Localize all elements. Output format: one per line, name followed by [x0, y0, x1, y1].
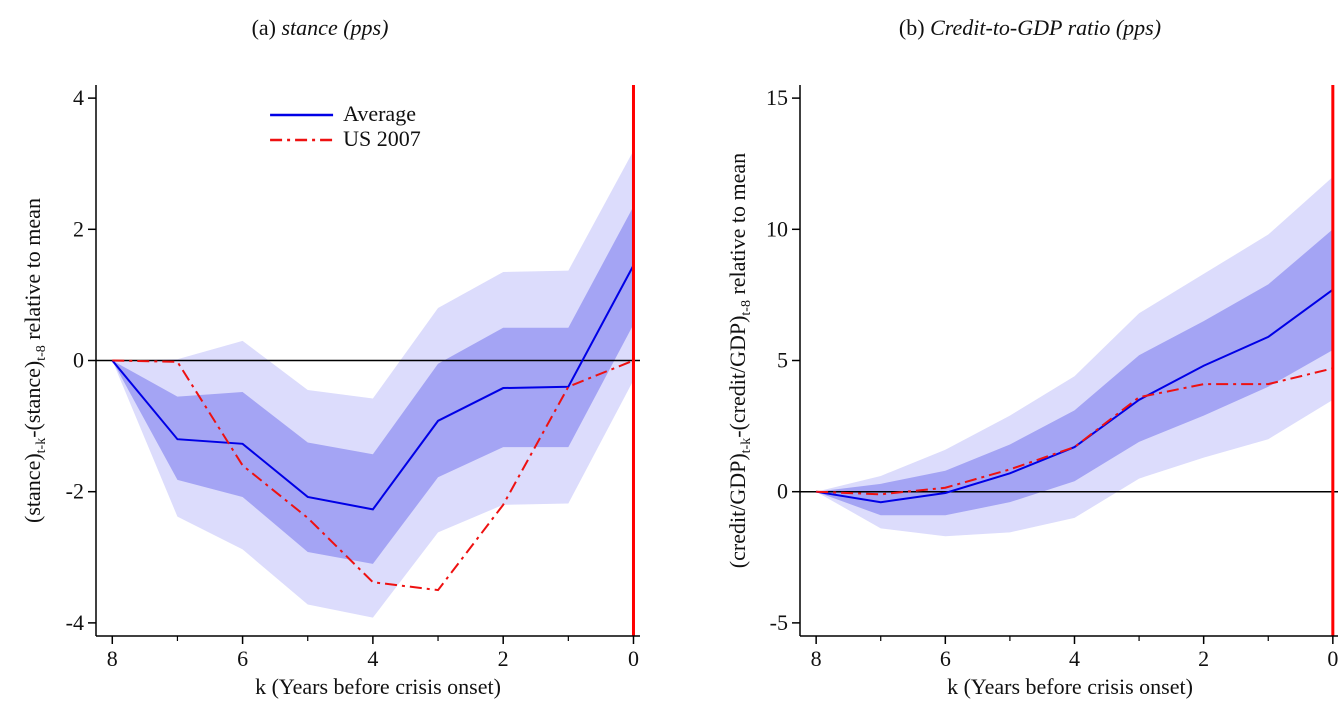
y-label-part: -(credit/GDP)	[725, 316, 750, 438]
title-text: stance (pps)	[282, 15, 389, 40]
y-label-part: relative to mean	[20, 198, 45, 345]
y-label-part: (credit/GDP)	[725, 453, 750, 568]
x-tick-label: 8	[107, 646, 118, 671]
y-axis-label: (stance)t-k-(stance)t-8 relative to mean	[20, 198, 49, 523]
panel: (b) Credit-to-GDP ratio (pps) -5 0 5 10 15 8 6 4…	[725, 15, 1338, 699]
y-label-subscript: t-k	[739, 438, 754, 454]
x-tick-label: 4	[1069, 646, 1080, 671]
y-tick-label: -4	[66, 610, 84, 635]
x-tick-label: 8	[811, 646, 822, 671]
panel: (a) stance (pps) -4 -2 0 2 4 8 6 4 2 0 k (Years bef…	[20, 15, 640, 699]
x-tick-label: 2	[498, 646, 509, 671]
legend-label: Average	[343, 101, 416, 126]
x-tick-label: 6	[237, 646, 248, 671]
panel-label: (b)	[899, 15, 925, 40]
x-axis-label: k (Years before crisis onset)	[947, 674, 1193, 699]
series-line	[112, 359, 634, 592]
y-tick-label: 10	[766, 216, 788, 241]
x-tick-label: 6	[940, 646, 951, 671]
y-label-part: -(stance)	[20, 361, 45, 438]
x-tick-label: 4	[367, 646, 378, 671]
confidence-band	[112, 150, 634, 618]
y-label-subscript: t-8	[739, 300, 754, 316]
series-line	[816, 367, 1334, 496]
confidence-band	[816, 176, 1333, 537]
series-line	[111, 264, 635, 511]
series-line	[815, 288, 1334, 504]
x-tick-label: 0	[1327, 646, 1338, 671]
x-tick-label: 2	[1198, 646, 1209, 671]
y-tick-label: -5	[770, 610, 788, 635]
y-tick-label: 15	[766, 85, 788, 110]
confidence-band	[112, 206, 634, 564]
y-label-part: (stance)	[20, 453, 45, 523]
y-tick-label: 0	[73, 348, 84, 373]
y-label-subscript: t-8	[34, 345, 49, 361]
x-tick-label: 0	[628, 646, 639, 671]
y-tick-label: 5	[777, 348, 788, 373]
y-label-part: relative to mean	[725, 153, 750, 300]
legend-label: US 2007	[343, 126, 421, 151]
chart-title: (a) stance (pps)	[252, 15, 389, 40]
y-tick-label: 2	[73, 216, 84, 241]
panel-label: (a)	[252, 15, 276, 40]
y-tick-label: -2	[66, 479, 84, 504]
chart-title: (b) Credit-to-GDP ratio (pps)	[899, 15, 1161, 40]
x-axis-label: k (Years before crisis onset)	[255, 674, 501, 699]
y-tick-label: 0	[777, 479, 788, 504]
y-label-subscript: t-k	[34, 438, 49, 454]
y-tick-label: 4	[73, 85, 84, 110]
y-axis-label: (credit/GDP)t-k-(credit/GDP)t-8 relative…	[725, 153, 754, 568]
title-text: Credit-to-GDP ratio (pps)	[930, 15, 1161, 40]
confidence-band	[816, 229, 1333, 516]
